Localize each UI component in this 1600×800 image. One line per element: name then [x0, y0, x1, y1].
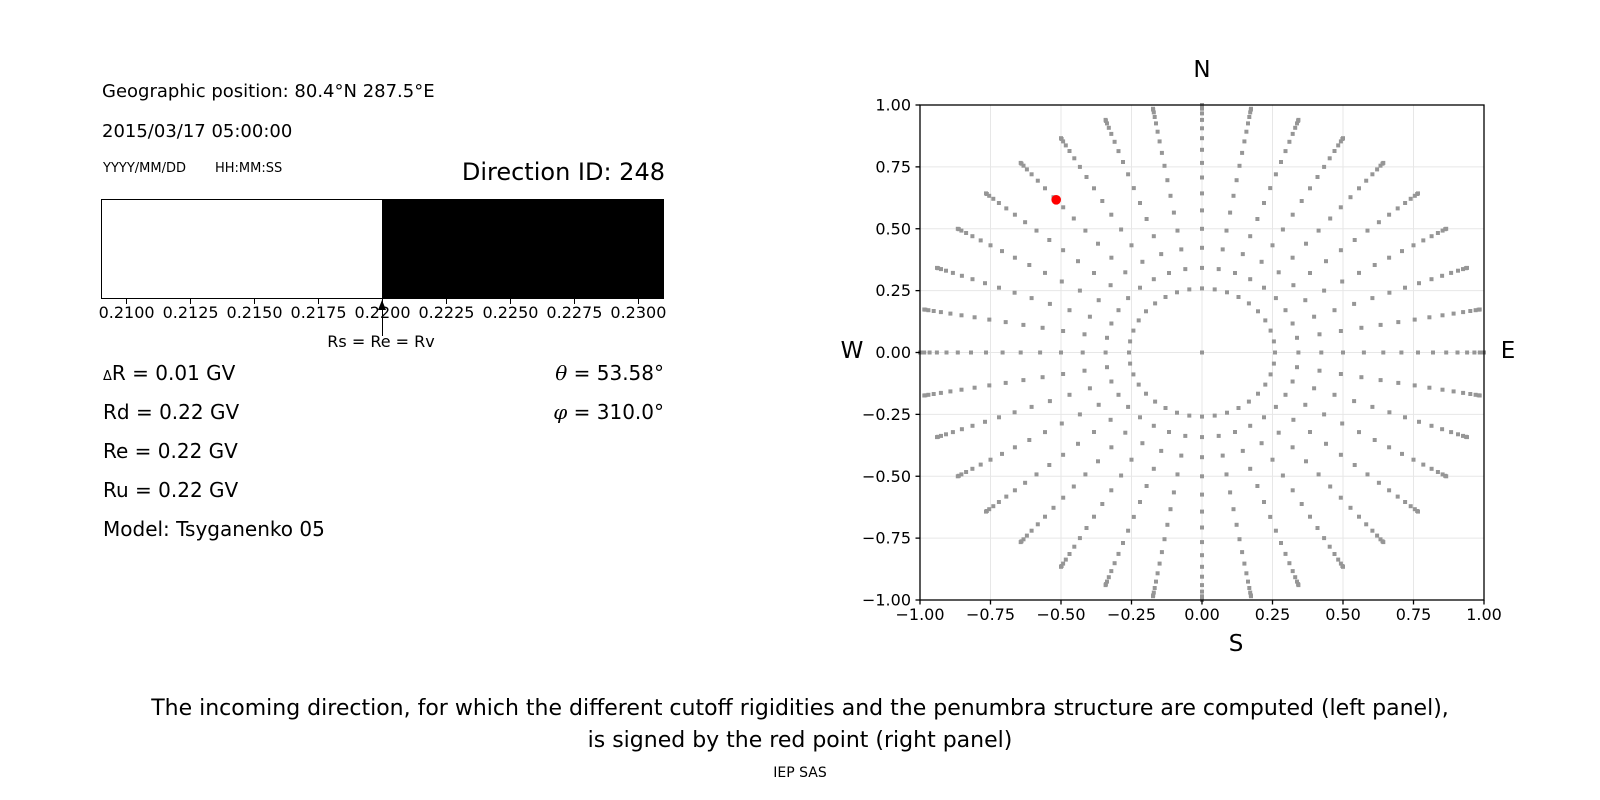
delta-r-rest: R = 0.01 GV	[111, 361, 236, 385]
phi-symbol: φ	[553, 400, 568, 424]
direction-dots	[918, 103, 1486, 602]
direction-id-text: Direction ID: 248	[461, 158, 665, 186]
y-tick-label: 0.50	[875, 219, 911, 238]
re-value: Re = 0.22 GV	[103, 439, 238, 463]
compass-north-label: N	[1193, 57, 1211, 83]
penumbra-tick-mark	[189, 299, 192, 304]
cutoff-arrow-icon	[378, 300, 386, 310]
penumbra-tick-mark	[573, 299, 576, 304]
time-format-label: HH:MM:SS	[215, 161, 283, 176]
x-tick-label: −0.50	[1036, 605, 1085, 624]
rd-value: Rd = 0.22 GV	[103, 400, 240, 424]
phi-rest: = 310.0°	[567, 400, 664, 424]
penumbra-tick-mark	[509, 299, 512, 304]
x-tick-label: −0.75	[966, 605, 1015, 624]
grid-lines	[919, 104, 1485, 601]
model-text: Model: Tsyganenko 05	[103, 517, 325, 541]
theta-value: θ = 53.58°	[555, 363, 664, 384]
penumbra-tick-label: 0.2275	[546, 303, 603, 322]
penumbra-tick-mark	[445, 299, 448, 304]
penumbra-tick-label: 0.2150	[226, 303, 283, 322]
y-tick-label: −0.75	[862, 529, 911, 548]
delta-symbol: Δ	[103, 369, 112, 384]
penumbra-tick-label: 0.2100	[98, 303, 155, 322]
geographic-position-text: Geographic position: 80.4°N 287.5°E	[102, 81, 435, 102]
penumbra-tick-mark	[125, 299, 128, 304]
axis-tick-marks	[915, 104, 1485, 605]
caption-line-1: The incoming direction, for which the di…	[151, 696, 1449, 721]
penumbra-tick-label: 0.2175	[290, 303, 347, 322]
x-tick-label: −0.25	[1107, 605, 1156, 624]
compass-east-label: E	[1500, 338, 1516, 364]
y-tick-label: −0.25	[862, 405, 911, 424]
red-direction-point	[1051, 195, 1061, 205]
axes-spines	[919, 104, 1485, 601]
penumbra-tick-label: 0.2250	[482, 303, 539, 322]
x-tick-label: 0.00	[1184, 605, 1220, 624]
x-tick-label: 0.50	[1325, 605, 1361, 624]
y-tick-label: −1.00	[862, 591, 911, 610]
compass-west-label: W	[840, 338, 864, 364]
penumbra-tick-label: 0.2225	[418, 303, 475, 322]
date-format-label: YYYY/MM/DD	[103, 161, 186, 176]
caption-line-2: is signed by the red point (right panel)	[587, 728, 1013, 753]
y-tick-label: −0.50	[862, 467, 911, 486]
penumbra-tick-label: 0.2300	[610, 303, 667, 322]
penumbra-strip-chart	[101, 199, 664, 299]
y-tick-label: 0.00	[875, 343, 911, 362]
y-tick-label: 1.00	[875, 96, 911, 115]
penumbra-tick-mark	[317, 299, 320, 304]
penumbra-tick-mark	[637, 299, 640, 304]
penumbra-tick-mark	[253, 299, 256, 304]
x-tick-label: 1.00	[1466, 605, 1502, 624]
penumbra-forbidden-segment	[382, 200, 664, 298]
credit-text: IEP SAS	[773, 765, 827, 781]
axis-tick-labels: −1.00 −0.75 −0.50 −0.25 0.00 0.25 0.50 0.75 1.00…	[862, 96, 1502, 625]
theta-rest: = 53.58°	[567, 361, 664, 385]
cutoff-arrow-stem	[381, 309, 384, 336]
datetime-text: 2015/03/17 05:00:00	[102, 121, 293, 142]
ru-value: Ru = 0.22 GV	[103, 478, 239, 502]
cutoff-arrow-label: Rs = Re = Rv	[327, 332, 435, 351]
x-tick-label: 0.25	[1255, 605, 1291, 624]
phi-value: φ = 310.0°	[553, 402, 664, 423]
y-tick-label: 0.25	[875, 281, 911, 300]
y-tick-label: 0.75	[875, 157, 911, 176]
delta-r-value: ΔR = 0.01 GV	[103, 363, 235, 384]
x-tick-label: 0.75	[1396, 605, 1432, 624]
x-tick-label: −1.00	[895, 605, 944, 624]
theta-symbol: θ	[555, 361, 568, 385]
compass-south-label: S	[1228, 631, 1244, 657]
penumbra-tick-label: 0.2125	[162, 303, 219, 322]
